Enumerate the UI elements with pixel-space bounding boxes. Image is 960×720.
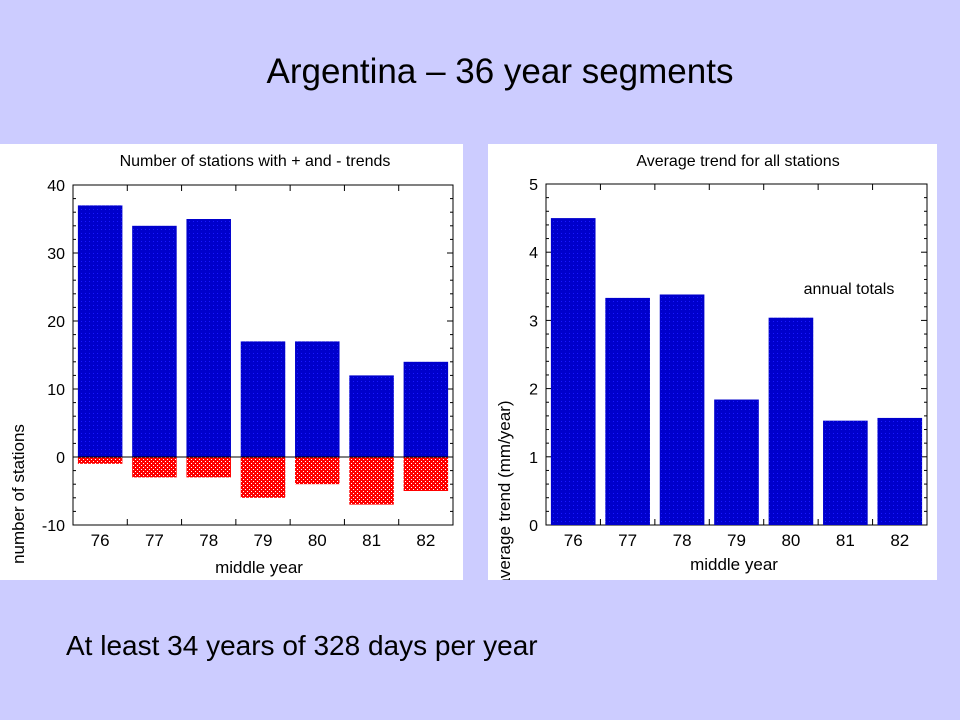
positive-bar-80: [295, 341, 340, 457]
chart-title: Number of stations with + and - trends: [120, 153, 391, 170]
annotation-annual-totals: annual totals: [804, 281, 895, 298]
x-tick-label: 77: [145, 531, 164, 550]
x-tick-label: 82: [890, 531, 909, 550]
positive-bar-79: [240, 341, 286, 457]
x-axis-label: middle year: [215, 558, 303, 577]
negative-bar-81: [349, 457, 394, 505]
x-tick-label: 78: [199, 531, 218, 550]
positive-bar-81: [349, 375, 394, 457]
negative-bar-82: [403, 457, 449, 491]
stations-count-chart-panel: Number of stations with + and - trends -…: [0, 144, 463, 580]
positive-bar-78: [659, 294, 705, 525]
positive-bar-80: [768, 317, 814, 525]
x-tick-label: 80: [781, 531, 800, 550]
y-tick-label: 10: [47, 382, 65, 399]
y-tick-label: 30: [47, 246, 65, 263]
y-tick-label: 0: [56, 450, 65, 467]
slide-title: Argentina – 36 year segments: [266, 52, 734, 91]
y-tick-label: 4: [529, 245, 538, 262]
negative-bar-76: [77, 457, 123, 464]
x-tick-label: 81: [362, 531, 381, 550]
y-tick-label: 3: [529, 313, 538, 330]
stations-count-chart: Number of stations with + and - trends -…: [9, 153, 454, 577]
y-tick-label: 2: [529, 382, 538, 399]
x-tick-label: 79: [727, 531, 746, 550]
x-tick-label: 82: [416, 531, 435, 550]
x-tick-label: 76: [91, 531, 110, 550]
y-axis-label: number of stations: [9, 424, 28, 564]
chart-title: Average trend for all stations: [636, 153, 839, 170]
positive-bar-79: [714, 399, 759, 525]
positive-bar-77: [605, 297, 650, 525]
negative-bar-77: [132, 457, 177, 478]
plot-frame: [72, 184, 454, 526]
y-tick-label: -10: [42, 518, 65, 535]
positive-bar-77: [132, 225, 177, 457]
positive-bar-76: [550, 218, 596, 525]
positive-bar-76: [77, 205, 123, 457]
negative-bar-80: [295, 457, 340, 485]
negative-bar-78: [186, 457, 231, 478]
average-trend-chart-panel: Average trend for all stations 0 1 2 3 4 5 76 7…: [488, 144, 937, 580]
y-tick-label: 5: [529, 177, 538, 194]
negative-bar-79: [240, 457, 286, 498]
positive-bar-81: [823, 420, 868, 525]
positive-bar-82: [877, 417, 923, 525]
y-tick-label: 20: [47, 314, 65, 331]
y-axis-label: average trend (mm/year): [495, 400, 514, 580]
x-tick-label: 80: [308, 531, 327, 550]
x-tick-label: 77: [618, 531, 637, 550]
x-tick-label: 79: [254, 531, 273, 550]
y-tick-label: 0: [529, 518, 538, 535]
footer-note: At least 34 years of 328 days per year: [66, 630, 538, 661]
positive-bar-82: [403, 361, 449, 457]
average-trend-chart: Average trend for all stations 0 1 2 3 4 5 76 7…: [495, 153, 928, 580]
x-tick-label: 78: [673, 531, 692, 550]
x-axis-label: middle year: [690, 555, 778, 574]
y-tick-label: 1: [529, 450, 538, 467]
x-tick-label: 81: [836, 531, 855, 550]
y-tick-label: 40: [47, 178, 65, 195]
x-tick-label: 76: [564, 531, 583, 550]
positive-bar-78: [186, 219, 231, 457]
